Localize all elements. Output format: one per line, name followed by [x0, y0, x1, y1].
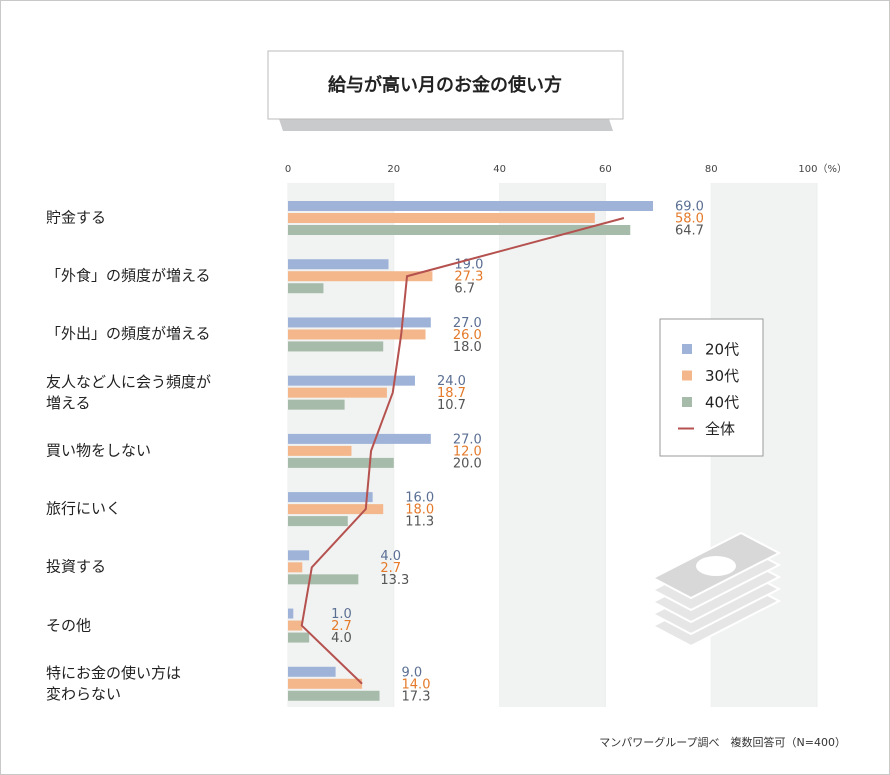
bar	[288, 550, 310, 561]
value-label: 2.7	[331, 619, 352, 634]
bar	[288, 516, 348, 527]
bar	[288, 457, 394, 468]
chart-title: 給与が高い月のお金の使い方	[328, 74, 562, 96]
value-label: 26.0	[453, 328, 482, 343]
title-shadow	[279, 119, 613, 131]
x-tick-label: 0	[285, 164, 291, 175]
bar	[288, 433, 431, 444]
band	[499, 183, 606, 707]
value-label: 20.0	[453, 456, 482, 471]
value-label: 9.0	[402, 665, 423, 680]
legend-label: 40代	[705, 394, 739, 412]
bar	[288, 690, 380, 701]
category-label: 特にお金の使い方は 変わらない	[46, 663, 182, 703]
value-label: 27.3	[454, 270, 483, 285]
value-label: 64.7	[675, 224, 704, 239]
bar	[288, 608, 294, 619]
legend-label: 全体	[705, 420, 735, 438]
bar	[288, 225, 631, 235]
bar	[288, 375, 415, 386]
value-label: 14.0	[402, 677, 431, 692]
bar	[288, 492, 373, 503]
bar	[288, 562, 303, 573]
bar	[288, 271, 433, 282]
total-line	[300, 217, 625, 685]
x-tick-label: 60	[599, 164, 612, 175]
value-label: 13.3	[380, 573, 409, 588]
bar	[288, 259, 389, 270]
bar	[288, 504, 384, 515]
x-tick-label: 100（%）	[798, 163, 847, 175]
bar	[288, 620, 303, 631]
value-label: 27.0	[453, 316, 482, 331]
bar	[288, 399, 345, 410]
x-tick-label: 40	[493, 164, 506, 175]
value-label: 18.7	[437, 386, 466, 401]
legend-swatch	[682, 344, 692, 354]
value-label: 2.7	[380, 561, 401, 576]
bar	[288, 445, 352, 456]
value-label: 18.0	[405, 503, 434, 518]
bar	[288, 201, 654, 211]
value-label: 27.0	[453, 432, 482, 447]
x-tick-label: 20	[387, 164, 400, 175]
bar	[288, 213, 595, 223]
value-label: 24.0	[437, 374, 466, 389]
bar	[288, 341, 384, 352]
value-label: 11.3	[405, 515, 434, 530]
category-label: 投資する	[46, 557, 107, 576]
band	[288, 183, 394, 707]
value-label: 69.0	[675, 200, 704, 215]
title-box	[267, 50, 624, 120]
value-label: 18.0	[453, 340, 482, 355]
legend-swatch	[682, 397, 692, 407]
value-label: 12.0	[453, 444, 482, 459]
category-label: 旅行にいく	[46, 499, 122, 518]
legend-label: 20代	[705, 341, 739, 359]
category-label: その他	[46, 616, 92, 635]
category-label: 「外食」の頻度が増える	[46, 266, 211, 285]
source: マンパワーグループ調べ 複数回答可（N=400）	[599, 735, 846, 749]
value-label: 16.0	[405, 491, 434, 506]
bar	[288, 387, 387, 398]
x-tick-label: 80	[705, 164, 718, 175]
value-label: 4.0	[380, 549, 401, 564]
category-label: 買い物をしない	[46, 441, 152, 460]
value-label: 1.0	[331, 607, 352, 622]
category-label: 「外出」の頻度が増える	[46, 324, 211, 343]
value-label: 17.3	[402, 689, 431, 704]
bar	[288, 329, 426, 340]
bar	[288, 666, 336, 677]
legend-label: 30代	[705, 367, 739, 385]
bar	[288, 632, 310, 643]
plot: 69.058.064.719.027.36.727.026.018.024.01…	[288, 200, 704, 704]
legend-box	[659, 318, 764, 457]
value-label: 6.7	[454, 282, 475, 297]
category-label: 貯金する	[46, 208, 107, 227]
bar	[288, 574, 359, 585]
bar	[288, 283, 324, 294]
bar	[288, 317, 431, 328]
bar	[288, 678, 363, 689]
value-label: 10.7	[437, 398, 466, 413]
value-label: 58.0	[675, 212, 704, 227]
bands	[287, 183, 818, 707]
value-label: 4.0	[331, 631, 352, 646]
legend-swatch	[682, 370, 692, 381]
money-icon	[650, 531, 782, 648]
category-label: 友人など人に会う頻度が 増える	[46, 372, 212, 412]
